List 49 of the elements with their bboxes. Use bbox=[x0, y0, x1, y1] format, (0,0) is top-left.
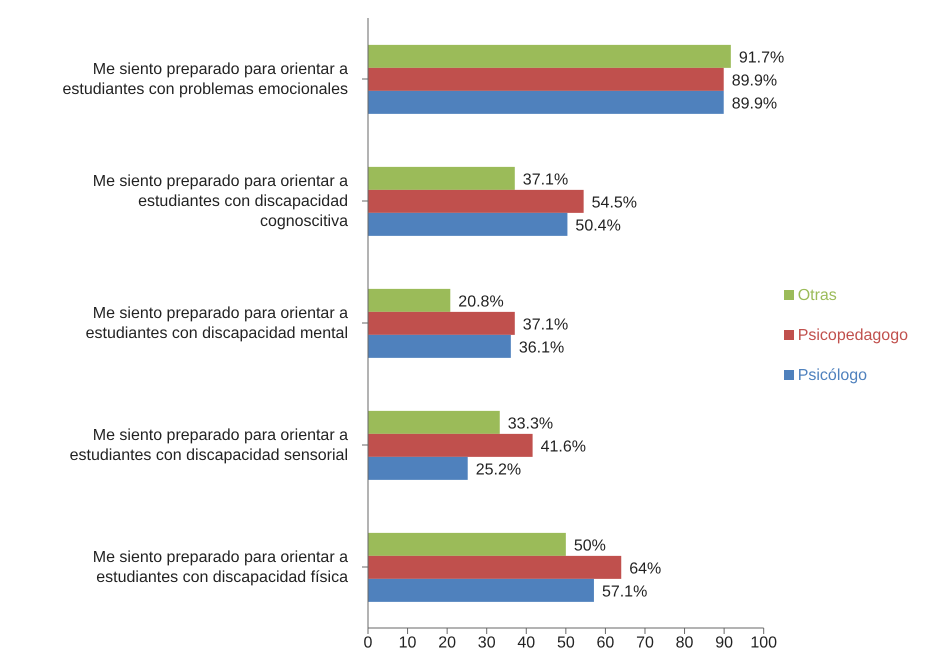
bar bbox=[368, 212, 568, 236]
x-tick-label: 0 bbox=[364, 634, 373, 652]
x-tick-label: 50 bbox=[556, 634, 575, 652]
y-tick-label: Me siento preparado para orientar a estudiantes con discapacidad sensorial bbox=[70, 427, 348, 464]
y-tick-label: Me siento preparado para orientar a estudiantes con discapacidad cognoscitiva bbox=[92, 173, 348, 230]
data-label: 37.1% bbox=[522, 171, 568, 188]
data-label: 36.1% bbox=[518, 339, 564, 356]
data-label: 50% bbox=[574, 537, 606, 554]
data-label: 57.1% bbox=[602, 583, 648, 600]
bar bbox=[368, 288, 450, 312]
bar bbox=[368, 434, 533, 457]
data-label: 50.4% bbox=[575, 217, 621, 234]
data-label: 33.3% bbox=[508, 415, 554, 432]
bar bbox=[368, 334, 511, 358]
bar bbox=[368, 456, 468, 480]
bar bbox=[368, 410, 500, 434]
data-label: 89.9% bbox=[732, 72, 778, 90]
x-tick-label: 30 bbox=[478, 634, 496, 652]
bar bbox=[368, 578, 594, 602]
bar bbox=[368, 190, 584, 213]
bar bbox=[368, 556, 622, 579]
x-tick-label: 100 bbox=[750, 634, 778, 652]
data-label: 64% bbox=[629, 560, 662, 578]
x-tick-label: 80 bbox=[676, 634, 694, 652]
legend-label: Psicólogo bbox=[798, 366, 868, 384]
y-tick-label: Me siento preparado para orientar a estudiantes con discapacidad mental bbox=[86, 305, 348, 342]
x-tick-label: 10 bbox=[398, 634, 417, 652]
x-tick-label: 70 bbox=[636, 634, 654, 652]
legend-label: Otras bbox=[798, 286, 837, 304]
x-tick-label: 90 bbox=[715, 634, 734, 652]
x-tick-label: 40 bbox=[517, 634, 536, 652]
bar bbox=[368, 532, 566, 556]
data-label: 25.2% bbox=[476, 461, 522, 478]
data-label: 20.8% bbox=[458, 293, 504, 310]
legend-label: Psicopedagogo bbox=[798, 326, 908, 344]
y-tick-label: Me siento preparado para orientar a estudiantes con problemas emocionales bbox=[62, 61, 348, 98]
data-label: 91.7% bbox=[738, 49, 784, 66]
bar bbox=[368, 44, 731, 68]
y-tick-label: Me siento preparado para orientar a estudiantes con discapacidad física bbox=[92, 549, 348, 586]
data-label: 41.6% bbox=[540, 438, 586, 456]
bar bbox=[368, 312, 515, 335]
x-tick-label: 60 bbox=[596, 634, 614, 652]
bar bbox=[368, 90, 724, 114]
bar bbox=[368, 68, 724, 91]
data-label: 37.1% bbox=[522, 316, 568, 334]
bar bbox=[368, 166, 515, 190]
x-tick-label: 20 bbox=[438, 634, 456, 652]
data-label: 54.5% bbox=[592, 194, 638, 212]
data-label: 89.9% bbox=[732, 95, 778, 112]
